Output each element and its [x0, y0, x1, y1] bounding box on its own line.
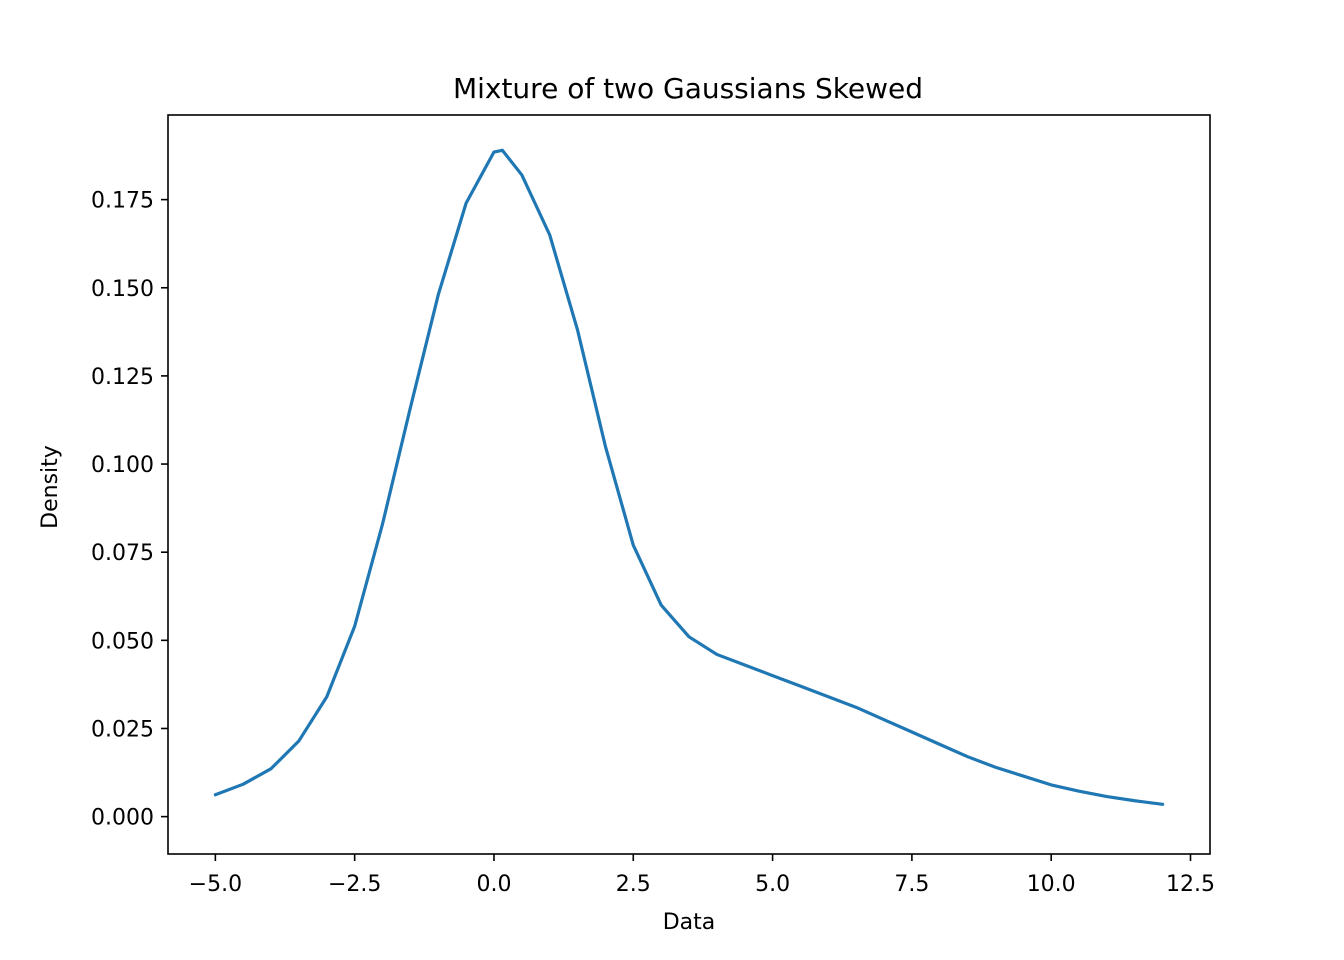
x-tick-label: 5.0: [755, 872, 790, 897]
y-tick-label: 0.050: [91, 629, 154, 654]
chart-title: Mixture of two Gaussians Skewed: [453, 72, 923, 105]
x-tick-label: −2.5: [328, 872, 381, 897]
y-tick-label: 0.175: [91, 189, 154, 214]
plot-area: [213, 148, 1165, 806]
axes-frame: [167, 114, 1211, 855]
y-axis-label: Density: [38, 445, 63, 529]
x-tick-label: 2.5: [616, 872, 651, 897]
y-tick-label: 0.150: [91, 277, 154, 302]
x-tick-label: 12.5: [1166, 872, 1215, 897]
x-tick-label: 7.5: [894, 872, 929, 897]
y-tick-label: 0.075: [91, 541, 154, 566]
y-tick-label: 0.000: [91, 806, 154, 831]
x-tick-label: −5.0: [189, 872, 242, 897]
y-tick-label: 0.100: [91, 453, 154, 478]
density-curve-line: [213, 148, 1165, 806]
y-axis-ticks: 0.000 0.025 0.050 0.075 0.100 0.125 0.150 0.175: [91, 189, 168, 831]
y-tick-label: 0.125: [91, 365, 154, 390]
x-tick-label: 0.0: [476, 872, 511, 897]
x-axis-ticks: −5.0 −2.5 0.0 2.5 5.0 7.5 10.0 12.5: [189, 854, 1215, 897]
x-tick-label: 10.0: [1027, 872, 1076, 897]
x-axis-label: Data: [663, 910, 716, 935]
y-tick-label: 0.025: [91, 717, 154, 742]
